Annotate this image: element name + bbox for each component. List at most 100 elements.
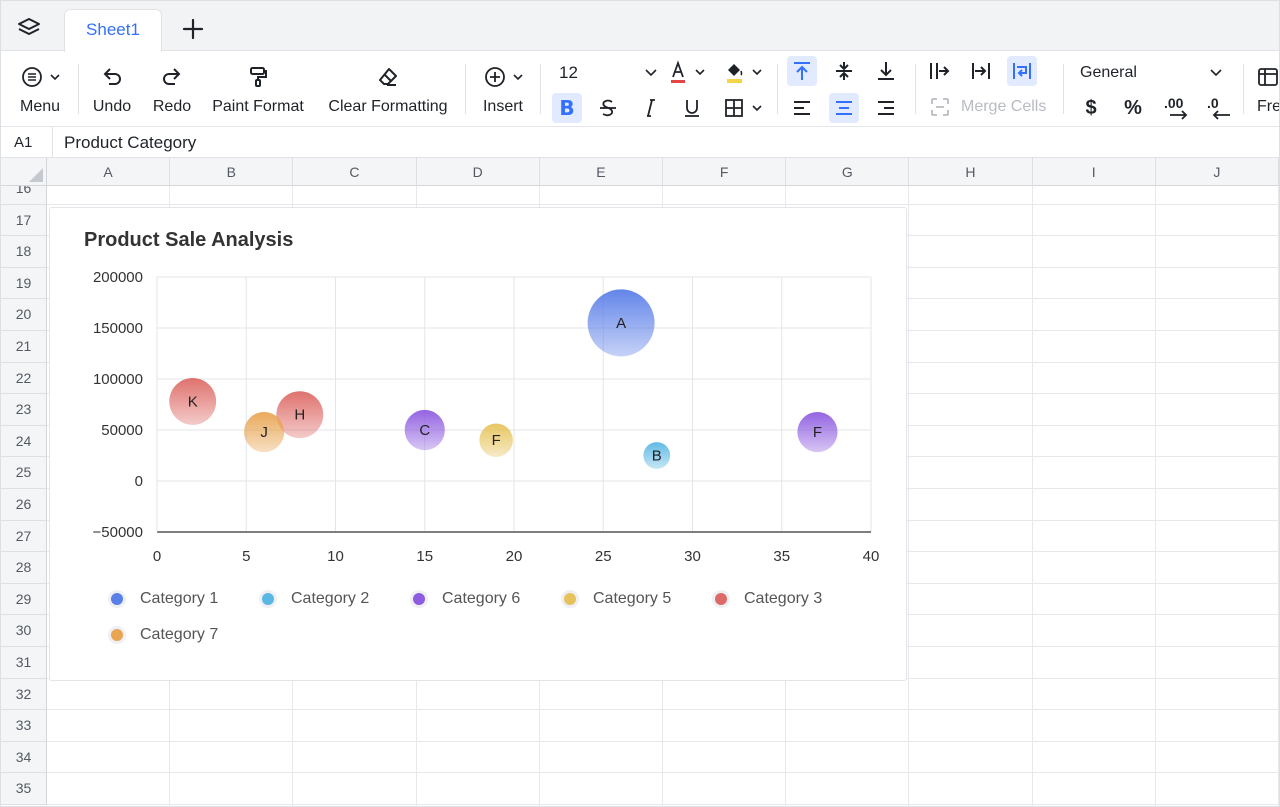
decrease-decimal-button[interactable]: .0	[1202, 93, 1236, 123]
legend-item[interactable]: Category 6	[410, 590, 520, 608]
align-right-button[interactable]	[871, 93, 901, 123]
x-tick-label: 25	[595, 548, 612, 565]
italic-button[interactable]	[635, 93, 665, 123]
currency-button[interactable]: $	[1076, 93, 1106, 123]
column-header-a[interactable]: A	[47, 158, 171, 186]
select-all-corner[interactable]	[1, 158, 47, 186]
undo-label: Undo	[92, 98, 132, 115]
row-header-26[interactable]: 26	[1, 489, 47, 521]
clear-formatting-button[interactable]: Clear Formatting	[323, 64, 453, 116]
align-center-button[interactable]	[829, 93, 859, 123]
column-header-f[interactable]: F	[663, 158, 787, 186]
column-header-b[interactable]: B	[170, 158, 294, 186]
bold-button[interactable]: B	[552, 93, 582, 123]
legend-marker	[561, 590, 579, 608]
align-top-button[interactable]	[787, 56, 817, 86]
legend-item[interactable]: Category 5	[561, 590, 671, 608]
underline-button[interactable]	[677, 93, 707, 123]
tab-sheet1[interactable]: Sheet1	[64, 9, 162, 52]
corner-triangle-icon	[29, 168, 43, 182]
column-header-g[interactable]: G	[786, 158, 910, 186]
legend-marker	[712, 590, 730, 608]
formula-input[interactable]: Product Category	[64, 133, 197, 152]
legend-marker	[259, 590, 277, 608]
bubble-label: B	[652, 448, 662, 465]
row-header-34[interactable]: 34	[1, 741, 47, 774]
row-header-35[interactable]: 35	[1, 773, 47, 805]
row-header-29[interactable]: 29	[1, 583, 47, 616]
strikethrough-button[interactable]	[593, 93, 623, 123]
chart-title: Product Sale Analysis	[84, 229, 294, 251]
increase-decimal-button[interactable]: .00	[1160, 93, 1194, 123]
row-header-28[interactable]: 28	[1, 552, 47, 584]
column-header-h[interactable]: H	[909, 158, 1033, 186]
insert-button[interactable]: Insert	[479, 64, 527, 116]
y-tick-label: 150000	[93, 320, 143, 337]
row-header-20[interactable]: 20	[1, 299, 47, 331]
borders-button[interactable]	[721, 93, 765, 123]
row-header-30[interactable]: 30	[1, 615, 47, 647]
legend-marker	[108, 590, 126, 608]
row-header-24[interactable]: 24	[1, 425, 47, 458]
chevron-down-icon	[645, 69, 657, 77]
add-sheet-icon[interactable]	[179, 15, 207, 43]
layers-icon[interactable]	[15, 15, 43, 43]
row-header-19[interactable]: 19	[1, 267, 47, 300]
merge-cells-icon	[931, 98, 949, 116]
row-header-18[interactable]: 18	[1, 236, 47, 268]
text-overflow-button[interactable]	[924, 56, 954, 86]
cell-reference[interactable]: A1	[1, 127, 53, 158]
legend-item[interactable]: Category 7	[108, 626, 218, 644]
undo-button[interactable]: Undo	[89, 64, 135, 116]
text-wrap-button[interactable]	[1007, 56, 1037, 86]
row-header-33[interactable]: 33	[1, 710, 47, 742]
strikethrough-icon	[600, 99, 616, 117]
bubble-a	[587, 289, 655, 357]
row-header-31[interactable]: 31	[1, 647, 47, 679]
text-clip-button[interactable]	[966, 56, 996, 86]
decrease-decimal-icon: .0	[1204, 95, 1234, 121]
currency-icon: $	[1085, 96, 1097, 119]
bubble-f	[479, 423, 513, 457]
underline-icon	[685, 100, 699, 117]
row-header-25[interactable]: 25	[1, 457, 47, 489]
x-tick-label: 35	[773, 548, 790, 565]
grid-row-line	[47, 773, 1279, 805]
legend-label: Category 2	[291, 590, 370, 607]
font-color-button[interactable]	[664, 58, 708, 88]
y-tick-label: 50000	[101, 422, 143, 439]
redo-button[interactable]: Redo	[149, 64, 195, 116]
menu-button[interactable]: Menu	[15, 64, 65, 116]
legend-item[interactable]: Category 1	[108, 590, 218, 608]
column-header-c[interactable]: C	[293, 158, 417, 186]
row-header-32[interactable]: 32	[1, 678, 47, 711]
row-header-22[interactable]: 22	[1, 362, 47, 395]
legend-item[interactable]: Category 2	[259, 590, 369, 608]
row-header-17[interactable]: 17	[1, 204, 47, 237]
column-header-j[interactable]: J	[1156, 158, 1279, 186]
bubble-label: C	[419, 422, 430, 439]
row-header-27[interactable]: 27	[1, 520, 47, 553]
column-header-i[interactable]: I	[1033, 158, 1156, 186]
align-left-button[interactable]	[787, 93, 817, 123]
percent-button[interactable]: %	[1118, 93, 1148, 123]
column-header-e[interactable]: E	[540, 158, 663, 186]
row-header-16[interactable]: 16	[1, 186, 47, 205]
bubble-k	[169, 377, 217, 425]
x-tick-label: 5	[242, 548, 250, 565]
align-bottom-button[interactable]	[871, 56, 901, 86]
font-size-select[interactable]: 12	[559, 60, 657, 86]
bubble-chart[interactable]: Product Sale Analysis 0 5 10 15 20 25 30 35 40 20…	[49, 207, 907, 681]
legend-item[interactable]: Category 3	[712, 590, 822, 608]
redo-icon	[160, 64, 184, 90]
align-middle-button[interactable]	[829, 56, 859, 86]
fill-color-button[interactable]	[721, 58, 765, 88]
row-header-23[interactable]: 23	[1, 394, 47, 426]
number-format-select[interactable]: General	[1080, 60, 1222, 86]
paint-format-button[interactable]: Paint Format	[209, 64, 307, 116]
row-header-21[interactable]: 21	[1, 331, 47, 363]
merge-cells-button[interactable]: Merge Cells	[929, 96, 1046, 118]
freeze-button[interactable]: Fre	[1257, 64, 1279, 116]
column-header-d[interactable]: D	[417, 158, 540, 186]
